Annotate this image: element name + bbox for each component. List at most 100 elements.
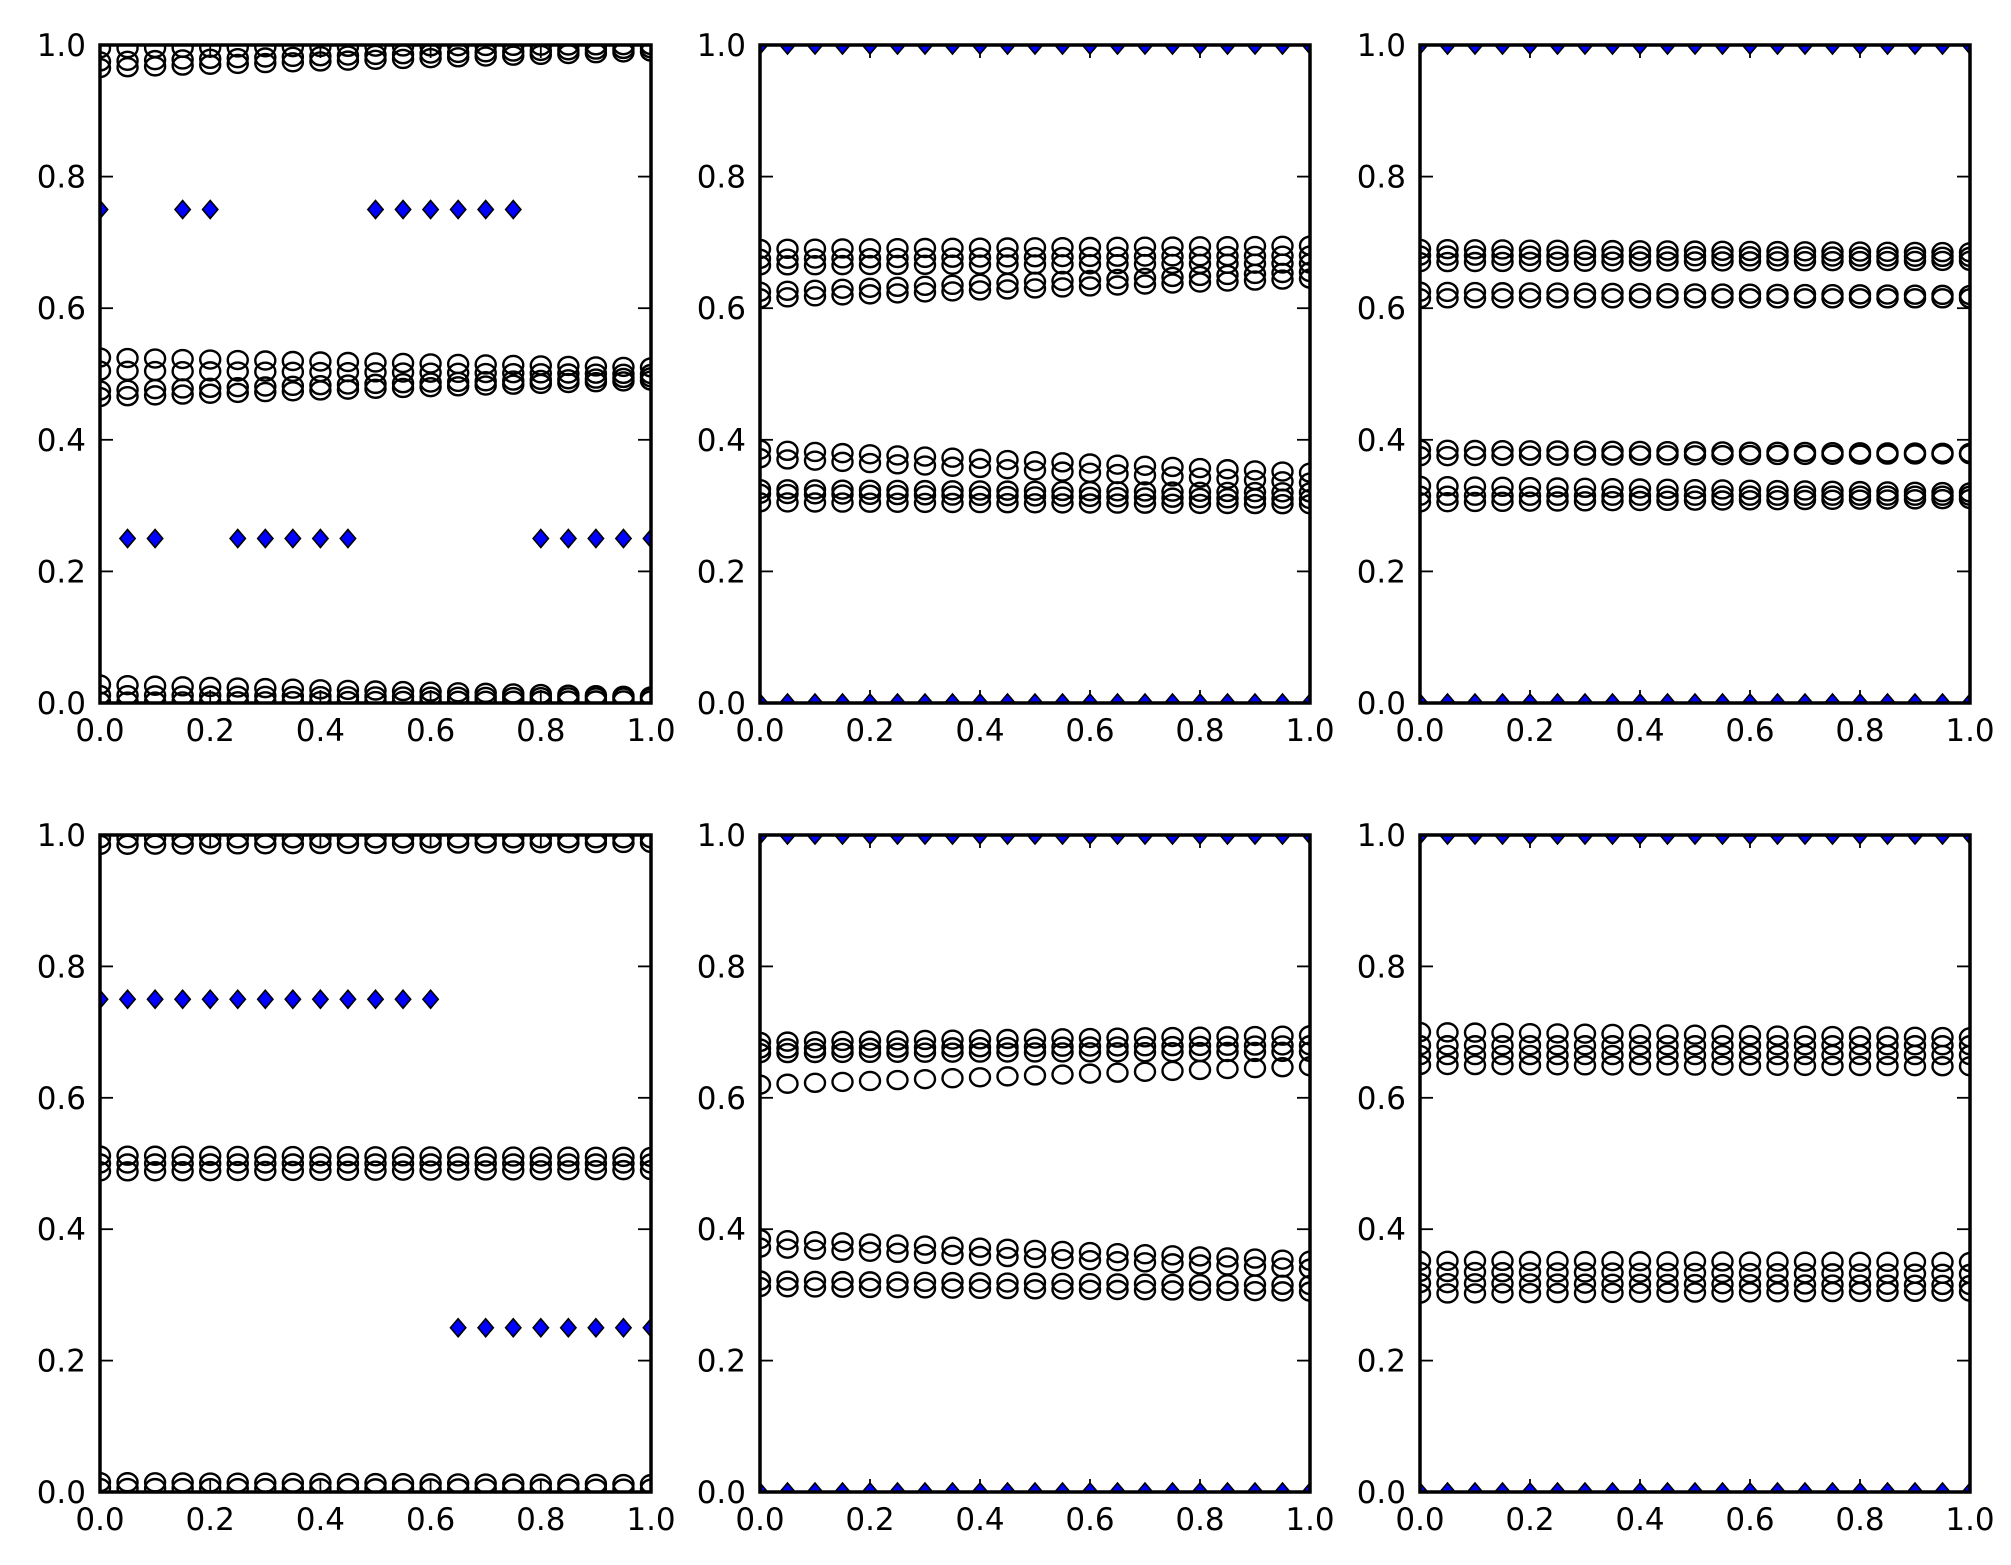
diamond-point — [1933, 692, 1952, 703]
circle-point — [1931, 241, 1954, 263]
circle-point — [1133, 465, 1157, 486]
circle-point — [143, 385, 167, 406]
circle-point — [1298, 1258, 1310, 1279]
y-tick-label: 0.8 — [37, 160, 86, 196]
circle-point — [803, 1042, 827, 1064]
circle-point — [1436, 1044, 1459, 1066]
circle-point — [1848, 1274, 1872, 1295]
circle-point — [391, 48, 415, 70]
y-tick-label: 0.2 — [37, 1344, 86, 1380]
y-tick-label: 0.0 — [697, 686, 746, 722]
x-tick-label: 0.6 — [1065, 713, 1114, 749]
circle-point — [1491, 288, 1514, 309]
circle-point — [198, 1145, 222, 1167]
x-tick-label: 0.4 — [1615, 1502, 1664, 1538]
diamond-point — [861, 45, 879, 56]
circle-point — [1518, 485, 1542, 506]
circle-point — [831, 1240, 854, 1261]
circle-point — [100, 1471, 112, 1492]
diamond-point — [642, 528, 651, 549]
diamond-point — [1603, 835, 1622, 846]
circle-point — [760, 448, 772, 469]
circle-point — [474, 835, 497, 854]
circle-point — [1903, 250, 1927, 272]
diamond-point — [1576, 1481, 1594, 1492]
circle-point — [886, 445, 909, 466]
circle-point — [1271, 488, 1294, 509]
series-4 — [100, 360, 651, 385]
circle-point — [1023, 1272, 1047, 1293]
diamond-point — [146, 989, 164, 1010]
circle-point — [391, 690, 415, 703]
circle-point — [858, 1241, 882, 1263]
circle-point — [1766, 283, 1789, 305]
y-tick-label: 0.6 — [1357, 291, 1406, 327]
circle-point — [996, 1246, 1019, 1268]
circle-point — [1420, 1261, 1432, 1283]
circle-point — [281, 1145, 305, 1167]
circle-point — [1298, 472, 1310, 493]
circle-point — [886, 247, 909, 269]
circle-point — [1711, 1273, 1734, 1295]
circle-point — [226, 1478, 249, 1492]
circle-point — [1161, 1253, 1184, 1274]
circle-point — [281, 375, 305, 397]
y-tick-label: 0.4 — [697, 423, 746, 459]
circle-point — [776, 287, 799, 308]
circle-point — [1161, 493, 1184, 514]
circle-point — [1958, 288, 1970, 309]
circle-point — [1078, 493, 1102, 514]
circle-point — [1546, 1044, 1569, 1066]
circle-point — [996, 1066, 1019, 1087]
diamond-point — [888, 692, 907, 703]
circle-point — [446, 1473, 470, 1492]
circle-point — [913, 455, 937, 476]
diamond-point — [1768, 45, 1787, 56]
circle-point — [1271, 1249, 1294, 1270]
circle-point — [1420, 251, 1432, 273]
circle-point — [858, 238, 882, 259]
diamond-point — [229, 989, 247, 1010]
series-3 — [760, 1056, 1310, 1095]
circle-point — [226, 47, 249, 69]
circle-point — [281, 1478, 305, 1492]
circle-point — [803, 1037, 827, 1059]
circle-point — [1271, 253, 1294, 274]
circle-point — [1628, 240, 1652, 261]
circle-point — [446, 690, 470, 703]
circle-point — [776, 255, 799, 276]
circle-point — [1106, 1042, 1129, 1063]
diamond-point — [1548, 692, 1567, 703]
circle-point — [281, 52, 305, 73]
circle-point — [1903, 241, 1927, 263]
circle-point — [529, 1473, 552, 1492]
series-3 — [1420, 1054, 1970, 1077]
circle-point — [858, 277, 882, 299]
circle-point — [171, 1145, 194, 1167]
circle-point — [1051, 493, 1074, 514]
diamond-point — [1631, 835, 1649, 846]
circle-point — [1436, 491, 1459, 513]
circle-point — [1518, 1055, 1542, 1076]
circle-point — [1931, 1251, 1954, 1273]
circle-point — [254, 685, 277, 703]
circle-point — [996, 492, 1019, 514]
circle-point — [1491, 245, 1514, 266]
diamond-point — [1081, 45, 1099, 56]
circle-point — [529, 1146, 552, 1167]
circle-point — [1298, 462, 1310, 483]
diamond-point — [173, 199, 192, 220]
circle-point — [996, 1278, 1019, 1300]
circle-point — [1518, 445, 1542, 467]
circle-point — [1271, 262, 1294, 284]
circle-point — [968, 485, 992, 507]
diamond-point — [1108, 45, 1127, 56]
circle-point — [391, 1153, 415, 1174]
circle-point — [281, 1160, 305, 1182]
circle-point — [502, 835, 525, 854]
circle-point — [1738, 479, 1762, 501]
circle-point — [1601, 1044, 1624, 1066]
circle-point — [1848, 1281, 1872, 1303]
circle-point — [941, 447, 964, 468]
diamond-point — [504, 199, 522, 220]
